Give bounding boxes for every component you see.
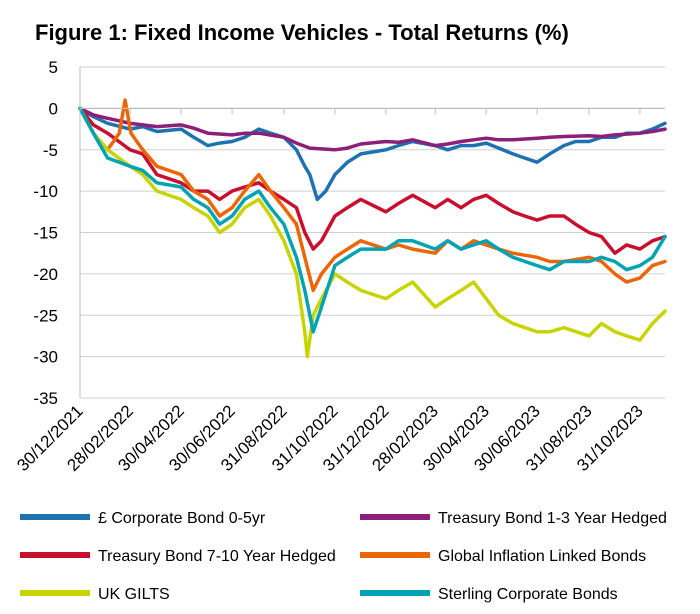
y-tick-label: -20 bbox=[33, 265, 58, 284]
series-line bbox=[78, 106, 667, 152]
chart-title: Figure 1: Fixed Income Vehicles - Total … bbox=[35, 20, 569, 45]
legend-label: Global Inflation Linked Bonds bbox=[438, 548, 646, 565]
y-tick-label: -30 bbox=[33, 348, 58, 367]
legend-label: £ Corporate Bond 0-5yr bbox=[98, 510, 266, 527]
y-tick-label: -35 bbox=[33, 389, 58, 408]
series-line bbox=[78, 106, 667, 334]
y-tick-label: 0 bbox=[49, 99, 58, 118]
series-lines bbox=[78, 98, 667, 359]
series-line bbox=[78, 106, 667, 359]
y-tick-label: 5 bbox=[49, 58, 58, 77]
series-line bbox=[78, 106, 667, 202]
legend-label: Treasury Bond 7-10 Year Hedged bbox=[98, 548, 336, 565]
legend-label: UK GILTS bbox=[98, 586, 170, 603]
legend-label: Sterling Corporate Bonds bbox=[438, 586, 618, 603]
legend: £ Corporate Bond 0-5yr Treasury Bond 1-3 … bbox=[20, 510, 667, 603]
gridlines bbox=[80, 66, 665, 399]
legend-label: Treasury Bond 1-3 Year Hedged bbox=[438, 510, 667, 527]
y-tick-label: -10 bbox=[33, 182, 58, 201]
y-tick-label: -5 bbox=[43, 141, 58, 160]
y-tick-label: -15 bbox=[33, 224, 58, 243]
y-tick-label: -25 bbox=[33, 306, 58, 325]
